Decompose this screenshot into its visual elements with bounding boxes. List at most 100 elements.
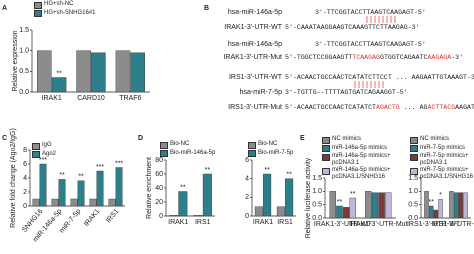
sequence: 3'-TTCGGTACCTTAAGTCAAGAGT-5'	[315, 41, 426, 48]
y-tick-label: 1.0	[408, 188, 418, 195]
legend-item: NC mimics	[410, 136, 474, 144]
legend-label: miR-146a-5p mimics+ pcDNA3.1	[332, 153, 391, 166]
legend-swatch	[160, 150, 168, 157]
sequence-part: ... AG	[400, 104, 428, 111]
x-tick-label: IRS1	[277, 219, 293, 226]
bar	[51, 77, 67, 93]
legend-item: miR-146a-5p mimics	[322, 144, 404, 152]
sequence-label: IRAK1-3'-UTR-WT	[224, 24, 282, 31]
sequence-part: -3'	[451, 54, 463, 61]
sequence-label: IRAK1-3'-UTR-Mut	[223, 54, 282, 61]
y-tick-label: 0.0	[312, 215, 322, 222]
legend-item: Bio-miR-146a-5p	[160, 149, 240, 157]
sequence: 3'-TGTTG--TTTTAGTGATCAGAAGGT-5'	[285, 89, 408, 96]
legend-label: Bio-miR-146a-5p	[170, 149, 216, 156]
significance-label: **	[264, 167, 270, 174]
legend-label: HG+sh-SNHG16#1	[44, 9, 96, 16]
legend-swatch	[32, 142, 40, 150]
legend-item: Bio-miR-7-5p	[248, 149, 308, 157]
bar	[365, 191, 372, 219]
sequence-part: 5'-ACAACTGCCAACTCATATCT	[285, 104, 376, 111]
bar	[453, 192, 459, 219]
x-tick-label: IRAK1	[168, 219, 188, 226]
y-tick-label: 6	[23, 161, 27, 168]
legend-label: miR-7-5p mimics+ pcDNA3.1	[420, 153, 469, 166]
y-tick-label: 6	[245, 157, 249, 164]
legend: NC mimics miR-146a-5p mimics miR-146a-5p m…	[322, 136, 404, 181]
y-tick-label: 0.5	[408, 202, 418, 209]
x-tick-label: IRS1-3'-UTR-Mut	[432, 221, 474, 228]
sequence-part: 5'-CAAATAAGGAAGTCAAAGTTCTTAAGAG-3'	[285, 24, 420, 31]
bar	[108, 198, 116, 207]
significance-label: **	[337, 199, 343, 206]
bar	[285, 178, 294, 217]
legend-swatch	[322, 167, 330, 175]
x-tick-label: IRAK1-3'-UTR-Mut	[349, 221, 408, 228]
x-tick-label: IRS1-3'-UTR-WT	[407, 221, 461, 228]
legend-label: miR-146a-5p mimics	[332, 144, 388, 151]
legend-label: Bio-miR-7-5p	[258, 149, 294, 156]
y-tick-label: 0.0	[19, 89, 29, 96]
panel-label: A	[2, 5, 7, 12]
x-tick-label: IRS1	[105, 208, 120, 225]
legend-label: NC mimics	[332, 136, 361, 142]
y-axis-label: Relative fold change (Ago2/IgG)	[10, 128, 17, 228]
legend: Bio-NC Bio-miR-146a-5p	[160, 141, 240, 158]
bar	[342, 207, 350, 219]
significance-label: ***	[115, 160, 123, 167]
legend-item: miR-146a-5p mimics+ pcDNA3.1	[322, 153, 404, 166]
bar	[193, 215, 203, 217]
y-tick-label: 8	[23, 147, 27, 154]
significance-label: **	[350, 191, 356, 198]
legend-swatch	[322, 145, 330, 152]
legend-item: miR-7-5p mimics+ pcDNA3.1/SNHG16	[410, 167, 474, 180]
sequence: 5'-CAAATAAGGAAGTCAAAGTTCTTAAGAG-3'	[285, 24, 420, 31]
sequence: 3'-TTCGGTACCTTAAGTCAAGAGT-5'	[315, 9, 426, 16]
significance-label: **	[78, 174, 84, 181]
x-tick-label: IRAK1-3'-UTR-WT	[314, 221, 372, 228]
bar	[458, 192, 464, 219]
legend-item: HG+sh-NC	[34, 1, 144, 9]
sequence-label: IRS1-3'-UTR-WT	[229, 74, 283, 81]
y-tick-label: 1.0	[312, 188, 322, 195]
y-tick-label: 2	[23, 189, 27, 196]
sequence-part: 5'-ACAACTGCCAACTCATATCTTCCT ... AAGAATTG…	[285, 74, 474, 81]
bar	[70, 198, 78, 207]
panel-label: C	[2, 135, 7, 142]
significance-label: **	[59, 172, 65, 179]
y-tick-label: 1.5	[312, 175, 322, 182]
bar	[428, 205, 434, 219]
significance-label: **	[428, 199, 434, 206]
bar	[202, 173, 212, 217]
bar	[336, 205, 343, 219]
sequence-part: 5'-TGGCTCCGGAAGTT	[285, 54, 352, 61]
significance-label: *	[439, 192, 442, 199]
y-tick-label: 60	[155, 171, 163, 178]
bar	[51, 198, 59, 207]
x-tick-label: IRS1	[195, 219, 211, 226]
sequence-label: IRS1-3'-UTR-Mut	[228, 104, 282, 111]
bar	[178, 191, 188, 217]
x-tick-label: IRAK1	[253, 219, 273, 226]
legend-item: miR-7-5p mimics	[410, 145, 474, 152]
legend: IgG Ago2	[32, 142, 92, 159]
sequence: 5'-ACAACTGCCAACTCATATCTAGACTG ... AGACTT…	[285, 104, 474, 111]
bar	[329, 191, 336, 219]
legend-swatch	[248, 150, 256, 157]
bar	[77, 180, 85, 207]
panel-label: D	[138, 135, 143, 142]
legend-label: miR-146a-5p mimics+ pcDNA3.1/SNHG16	[332, 167, 391, 180]
sequence-part: AGACTG	[376, 104, 400, 111]
legend-swatch	[32, 151, 40, 158]
bar	[37, 50, 52, 93]
panel-label: E	[300, 135, 305, 142]
legend-label: IgG	[42, 142, 52, 148]
bar	[349, 197, 356, 219]
y-tick-label: 1.5	[19, 27, 29, 34]
legend-label: miR-7-5p mimics+ pcDNA3.1/SNHG16	[420, 167, 474, 180]
y-axis-label: Relative expression	[12, 30, 19, 91]
y-tick-label: 2	[245, 194, 249, 201]
significance-label: **	[286, 172, 292, 179]
